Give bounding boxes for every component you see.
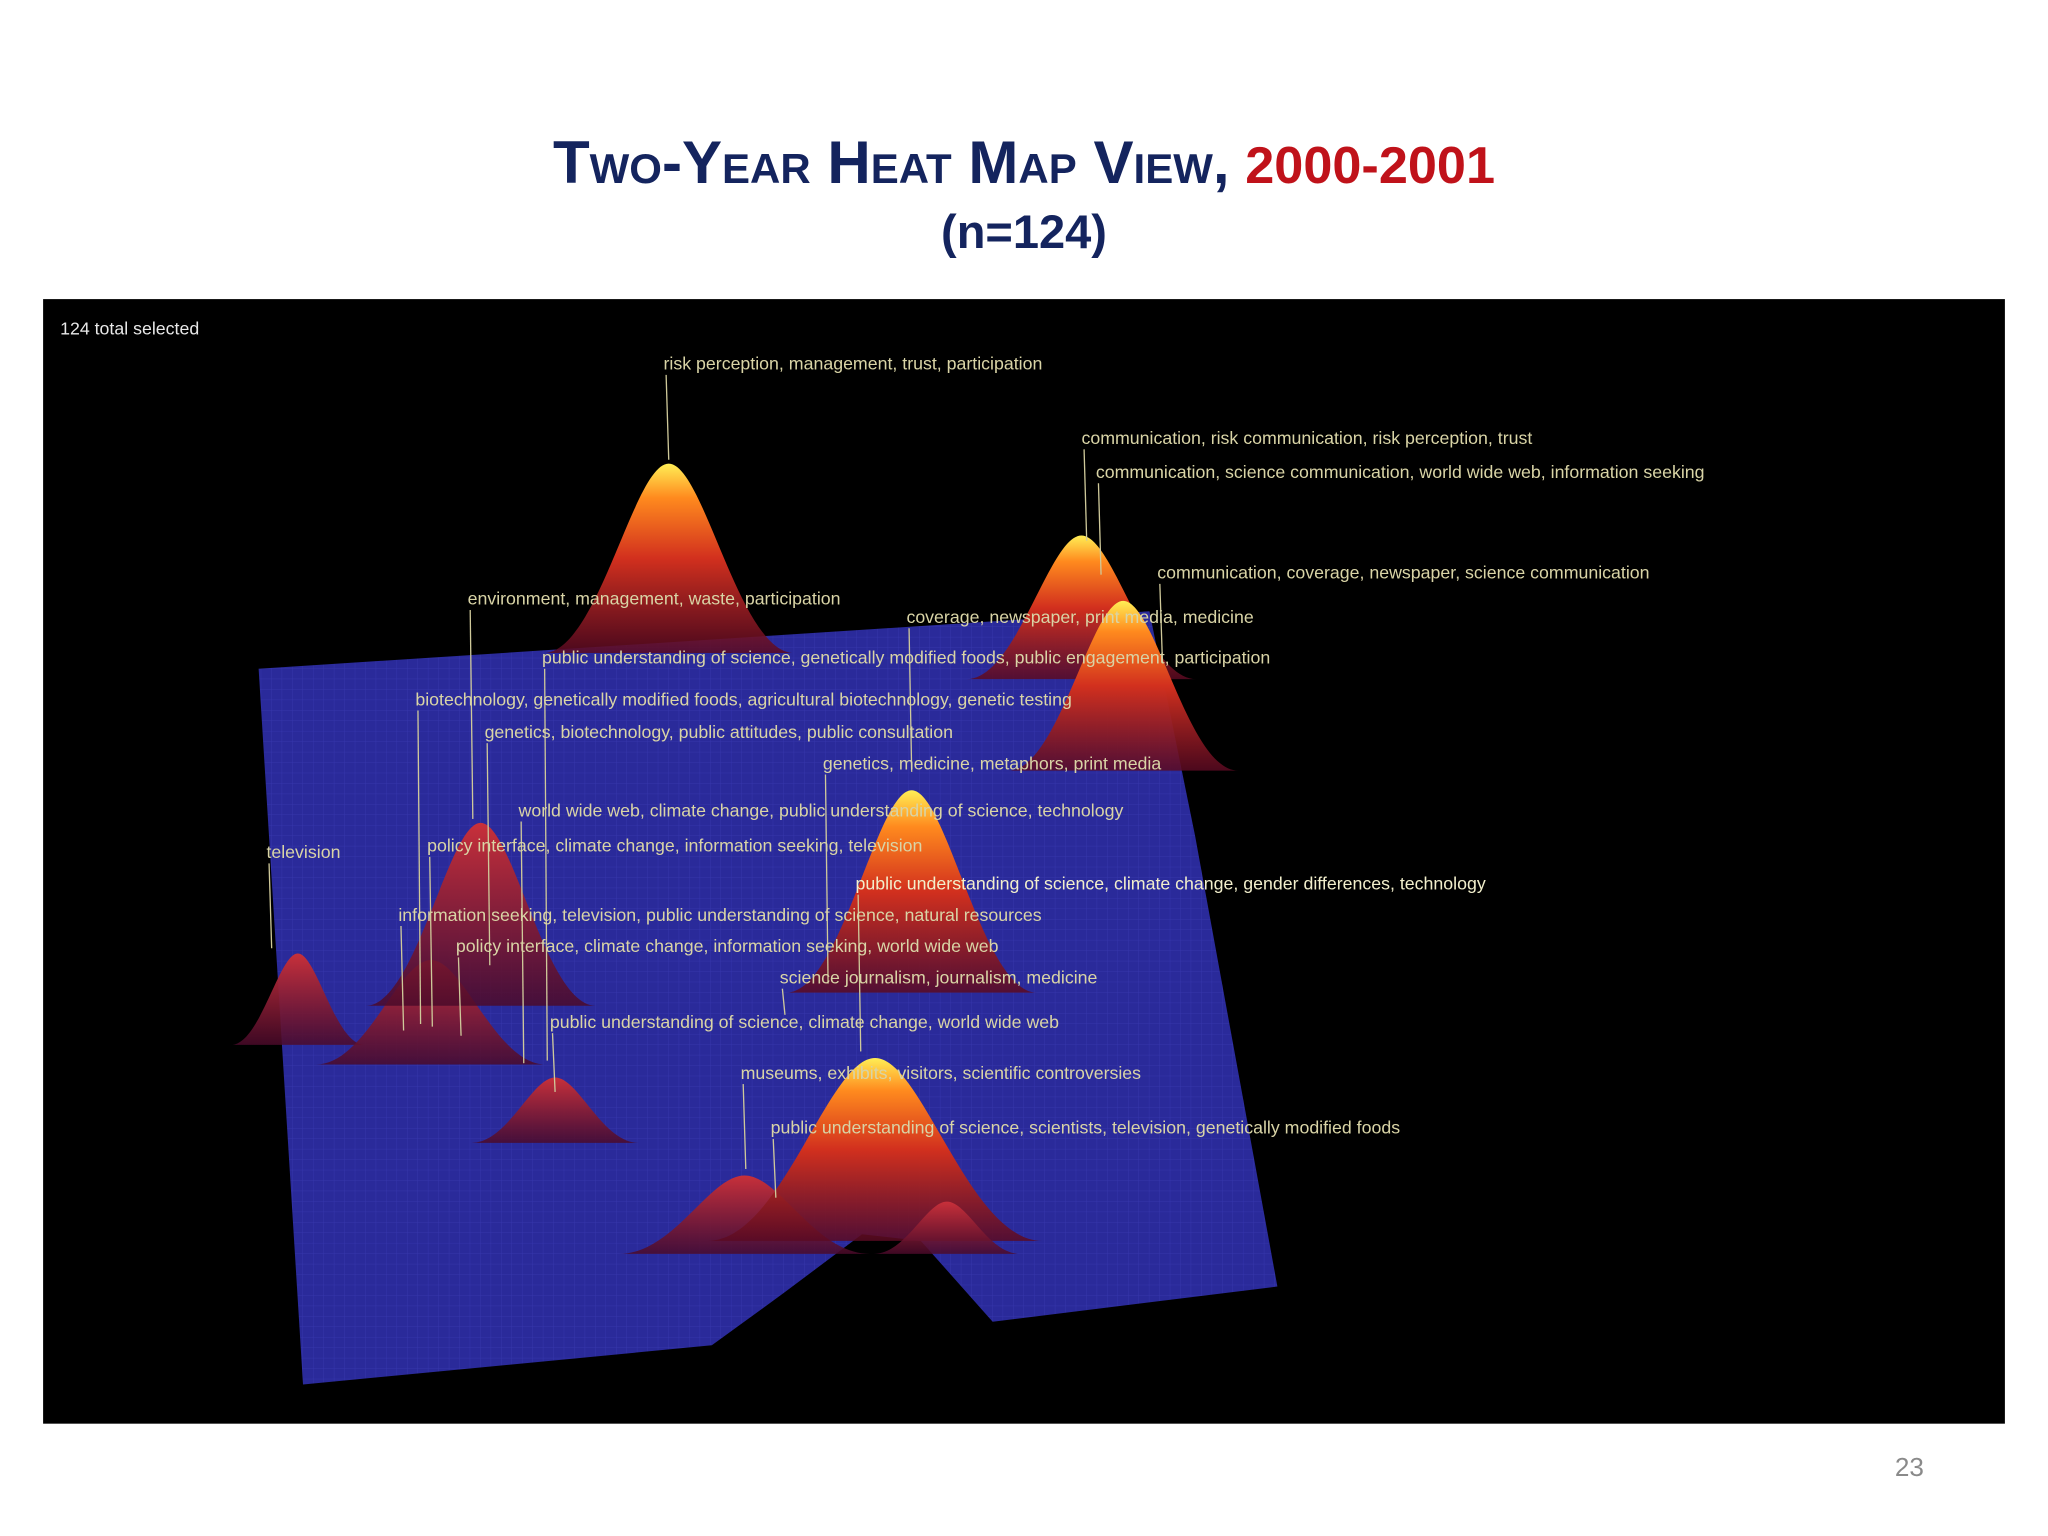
leader-line xyxy=(417,710,422,1025)
topic-label: science journalism, journalism, medicine xyxy=(780,968,1098,988)
topic-label: world wide web, climate change, public u… xyxy=(518,800,1124,820)
peak xyxy=(1008,600,1239,771)
topic-label: public understanding of science, climate… xyxy=(550,1012,1059,1032)
leader-line xyxy=(742,1084,747,1169)
peak xyxy=(316,960,546,1065)
peak xyxy=(786,790,1038,993)
topic-label: genetics, biotechnology, public attitude… xyxy=(485,722,953,742)
leader-line xyxy=(1097,483,1102,575)
surface-plane xyxy=(258,611,1278,1385)
topic-label: biotechnology, genetically modified food… xyxy=(415,689,1072,709)
peak xyxy=(707,1057,1043,1241)
leader-line xyxy=(781,988,786,1015)
leader-line xyxy=(429,856,433,1027)
leader-line xyxy=(544,668,548,1061)
leader-line xyxy=(268,863,273,949)
leader-line xyxy=(486,743,491,966)
leader-line xyxy=(665,374,670,460)
leader-line xyxy=(400,926,405,1031)
leader-line xyxy=(457,957,462,1036)
topic-label: policy interface, climate change, inform… xyxy=(456,936,999,956)
selection-status: 124 total selected xyxy=(60,318,199,338)
title-years: 2000-2001 xyxy=(1245,137,1495,195)
topic-label: genetics, medicine, metaphors, print med… xyxy=(823,753,1162,773)
page-number: 23 xyxy=(1895,1452,1924,1482)
topic-label: communication, science communication, wo… xyxy=(1096,462,1705,482)
topic-label: public understanding of science, scienti… xyxy=(771,1118,1401,1138)
leader-line xyxy=(469,609,474,819)
peak xyxy=(365,822,596,1006)
topic-label: television xyxy=(266,842,340,862)
topic-label: coverage, newspaper, print media, medici… xyxy=(906,607,1253,627)
topic-label: communication, risk communication, risk … xyxy=(1081,428,1532,448)
leader-line xyxy=(772,1138,777,1198)
peak xyxy=(873,1201,1021,1254)
heat-map-view: risk perception, management, trust, part… xyxy=(43,299,2005,1424)
peaks xyxy=(230,463,1239,1254)
topic-label: policy interface, climate change, inform… xyxy=(427,836,922,856)
peak xyxy=(230,953,365,1045)
topic-label: public understanding of science, genetic… xyxy=(542,648,1270,668)
topic-label: information seeking, television, public … xyxy=(398,905,1041,925)
topic-label: risk perception, management, trust, part… xyxy=(664,354,1043,374)
peak xyxy=(471,1077,639,1143)
topic-label: public understanding of science, climate… xyxy=(856,873,1486,893)
leader-line xyxy=(551,1033,556,1092)
leader-line xyxy=(1083,449,1088,541)
peak xyxy=(543,463,795,654)
topic-label: museums, exhibits, visitors, scientific … xyxy=(741,1063,1142,1083)
slide-subtitle: (n=124) xyxy=(941,205,1107,258)
leader-line xyxy=(520,821,525,1064)
leader-line xyxy=(857,894,862,1052)
topic-label: environment, management, waste, particip… xyxy=(468,589,841,609)
leader-line xyxy=(824,774,829,984)
leader-line xyxy=(908,628,913,772)
title-text: Two-Year Heat Map View, xyxy=(553,129,1230,196)
slide-title: Two-Year Heat Map View, 2000-2001 xyxy=(553,129,1495,196)
topic-label: communication, coverage, newspaper, scie… xyxy=(1157,563,1649,583)
topic-labels: risk perception, management, trust, part… xyxy=(266,354,1705,1198)
leader-line xyxy=(1159,583,1164,663)
